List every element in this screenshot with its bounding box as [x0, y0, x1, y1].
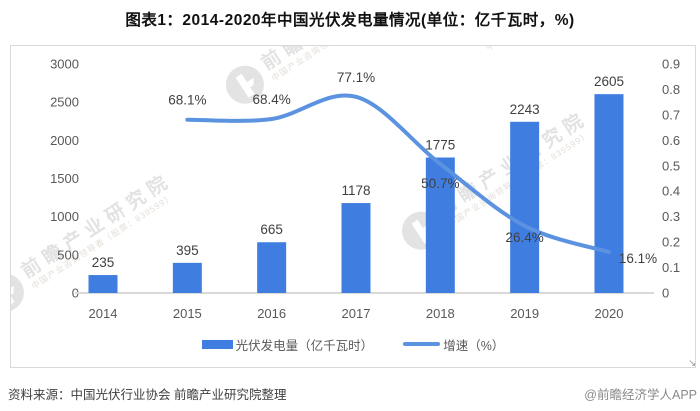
right-axis-tick-label: 0.9: [662, 57, 680, 72]
x-axis-tick-label: 2017: [342, 306, 371, 321]
bar-2018: [425, 157, 455, 293]
chart-area: 前瞻产业研究院 中国产业咨询领导者（股票：839599） 前瞻产业研究院 中国产…: [10, 45, 696, 368]
legend-label: 增速（%）: [443, 338, 505, 353]
left-axis-ticks: 050010001500200025003000: [50, 57, 79, 301]
bar-value-label: 1178: [341, 183, 370, 198]
left-axis-tick-label: 1500: [50, 171, 79, 186]
line-series-swatch-icon: [403, 342, 441, 346]
growth-value-label: 26.4%: [506, 230, 544, 245]
resize-handle-icon[interactable]: ↘: [688, 358, 697, 369]
x-axis-labels: 2014 2015 2016 2017 2018 2019 2020: [89, 306, 624, 321]
left-axis-tick-label: 3000: [50, 57, 79, 72]
bar-series-swatch-icon: [201, 339, 233, 349]
growth-rate-line: [185, 93, 611, 254]
bar-2019: [510, 121, 540, 293]
right-axis-tick-label: 0: [662, 286, 669, 301]
bar-value-label: 235: [92, 255, 115, 270]
right-axis-tick-label: 0.5: [662, 158, 680, 173]
right-axis-tick-label: 0.6: [662, 133, 680, 148]
left-axis-tick-label: 2000: [50, 133, 79, 148]
growth-value-label: 50.7%: [421, 176, 459, 191]
left-axis-tick-label: 1000: [50, 209, 79, 224]
growth-value-label: 68.1%: [168, 93, 206, 108]
x-axis-tick-label: 2020: [595, 306, 624, 321]
right-axis-tick-label: 0.8: [662, 82, 680, 97]
right-axis-tick-label: 0.4: [662, 184, 680, 199]
growth-value-label: 16.1%: [619, 251, 657, 266]
source-note: 资料来源：中国光伏行业协会 前瞻产业研究院整理: [8, 388, 287, 402]
right-axis-tick-label: 0.7: [662, 107, 680, 122]
bar-2016: [257, 242, 287, 293]
bar-2017: [341, 203, 371, 293]
x-axis-tick-label: 2016: [257, 306, 286, 321]
combo-chart-plot: 0 500 1000 1500 2000 2500 3000 0 0.1 0.2 0.3 0.4 0.5…: [50, 57, 680, 322]
x-axis-tick-label: 2014: [89, 306, 118, 321]
right-axis-ticks: 0 0.1 0.2 0.3 0.4 0.5 0.6 0.7 0.8 0.9: [662, 57, 680, 301]
bar-2020: [594, 94, 624, 293]
bar-value-label: 395: [176, 243, 199, 258]
right-axis-tick-label: 0.3: [662, 209, 680, 224]
legend-item-growth: 增速（%）: [403, 335, 504, 354]
left-axis-tick-label: 2500: [50, 95, 79, 110]
x-axis-tick-label: 2018: [426, 306, 455, 321]
growth-value-label: 68.4%: [253, 92, 291, 107]
bar-value-label: 1775: [425, 138, 455, 153]
bar-value-label: 2605: [594, 74, 624, 89]
bar-2014: [88, 275, 118, 293]
chart-title: 图表1：2014-2020年中国光伏发电量情况(单位：亿千瓦时，%): [125, 12, 575, 29]
app-credit: @前瞻经济学人APP: [584, 388, 697, 402]
left-axis-tick-label: 500: [57, 247, 79, 262]
chart-legend: 光伏发电量（亿千瓦时） 增速（%）: [11, 334, 695, 354]
right-axis-tick-label: 0.1: [662, 260, 680, 275]
x-axis-tick-label: 2019: [510, 306, 539, 321]
bar-value-label: 2243: [510, 102, 540, 117]
bars-group: 235 395 665 1178 1775 2243 2605: [88, 74, 624, 293]
line-value-labels: 68.1% 68.4% 77.1% 50.7% 26.4% 16.1%: [168, 70, 657, 266]
legend-label: 光伏发电量（亿千瓦时）: [235, 338, 374, 353]
bar-2015: [172, 262, 202, 293]
right-axis-tick-label: 0.2: [662, 235, 680, 250]
bar-value-label: 665: [260, 222, 283, 237]
growth-value-label: 77.1%: [337, 70, 375, 85]
x-axis-tick-label: 2015: [173, 306, 202, 321]
legend-item-generation: 光伏发电量（亿千瓦时）: [201, 335, 374, 354]
